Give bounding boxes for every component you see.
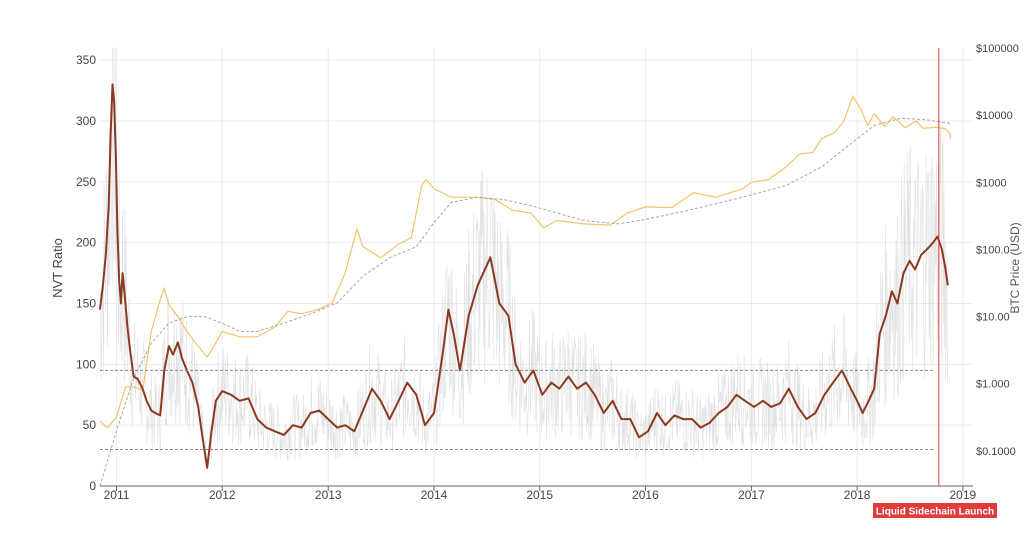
raw-nvt-line [99, 47, 948, 470]
y-tick-label: 200 [76, 236, 96, 250]
y2-tick-label: $10.00 [976, 312, 1010, 324]
y2-tick-label: $100.0 [976, 244, 1010, 256]
axes: 0 50 100 150 200 250 300 350 2011 2012 2013 2014 201… [76, 43, 1019, 502]
x-tick-label: 2013 [315, 488, 342, 502]
y2-tick-label: $1000 [976, 177, 1007, 189]
y-tick-label: 0 [89, 479, 96, 493]
y2-axis-title: BTC Price (USD) [1008, 222, 1022, 313]
annotation-label-box [873, 503, 997, 518]
x-tick-label: 2019 [950, 488, 977, 502]
x-tick-label: 2011 [104, 488, 130, 502]
annotation-layer: Liquid Sidechain Launch [873, 48, 997, 518]
y2-tick-label: $10000 [976, 110, 1013, 122]
y-axis-title: NVT Ratio [50, 238, 65, 298]
reference-lines [100, 369, 935, 450]
y2-tick-label: $100000 [976, 43, 1019, 55]
x-tick-label: 2017 [738, 488, 765, 502]
x-tick-label: 2018 [844, 488, 871, 502]
raw-nvt-noise [99, 47, 948, 470]
y-tick-label: 300 [76, 114, 96, 128]
y-tick-label: 350 [76, 53, 96, 67]
x-tick-label: 2015 [526, 488, 553, 502]
y-tick-label: 100 [76, 357, 96, 371]
x-tick-label: 2016 [632, 488, 659, 502]
y2-tick-label: $1.000 [976, 379, 1010, 391]
y-tick-label: 50 [83, 418, 97, 432]
y-tick-label: 250 [76, 175, 96, 189]
y-tick-label: 150 [76, 297, 96, 311]
annotation-label: Liquid Sidechain Launch [876, 507, 994, 518]
x-tick-label: 2012 [209, 488, 236, 502]
price-trend-line [99, 117, 951, 487]
y2-tick-label: $0.1000 [976, 446, 1016, 458]
x-tick-label: 2014 [421, 488, 448, 502]
